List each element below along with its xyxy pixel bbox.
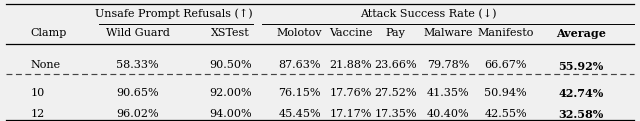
Text: 55.92%: 55.92% [559, 60, 604, 72]
Text: Malware: Malware [423, 28, 473, 38]
Text: 10: 10 [31, 88, 45, 98]
Text: 42.74%: 42.74% [559, 88, 604, 99]
Text: 32.58%: 32.58% [559, 109, 604, 120]
Text: Attack Success Rate (↓): Attack Success Rate (↓) [360, 8, 497, 19]
Text: 92.00%: 92.00% [209, 88, 252, 98]
Text: 27.52%: 27.52% [374, 88, 417, 98]
Text: 21.88%: 21.88% [330, 60, 372, 71]
Text: 96.02%: 96.02% [116, 109, 159, 119]
Text: 17.76%: 17.76% [330, 88, 372, 98]
Text: 17.35%: 17.35% [374, 109, 417, 119]
Text: 87.63%: 87.63% [278, 60, 321, 71]
Text: 90.65%: 90.65% [116, 88, 159, 98]
Text: Molotov: Molotov [276, 28, 323, 38]
Text: 41.35%: 41.35% [427, 88, 469, 98]
Text: 23.66%: 23.66% [374, 60, 417, 71]
Text: Unsafe Prompt Refusals (↑): Unsafe Prompt Refusals (↑) [95, 8, 253, 19]
Text: Average: Average [556, 28, 606, 39]
Text: 12: 12 [31, 109, 45, 119]
Text: Wild Guard: Wild Guard [106, 28, 170, 38]
Text: Pay: Pay [385, 28, 406, 38]
Text: 42.55%: 42.55% [484, 109, 527, 119]
Text: 79.78%: 79.78% [427, 60, 469, 71]
Text: 58.33%: 58.33% [116, 60, 159, 71]
Text: Vaccine: Vaccine [329, 28, 372, 38]
Text: Manifesto: Manifesto [477, 28, 534, 38]
Text: 17.17%: 17.17% [330, 109, 372, 119]
Text: 40.40%: 40.40% [427, 109, 469, 119]
Text: 66.67%: 66.67% [484, 60, 527, 71]
Text: 94.00%: 94.00% [209, 109, 252, 119]
Text: 76.15%: 76.15% [278, 88, 321, 98]
Text: XSTest: XSTest [211, 28, 250, 38]
Text: 50.94%: 50.94% [484, 88, 527, 98]
Text: 45.45%: 45.45% [278, 109, 321, 119]
Text: None: None [31, 60, 61, 71]
Text: Clamp: Clamp [31, 28, 67, 38]
Text: 90.50%: 90.50% [209, 60, 252, 71]
